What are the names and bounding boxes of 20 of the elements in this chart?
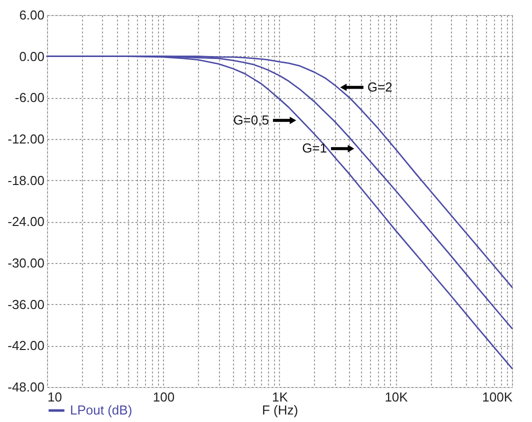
y-tick-label: -30.00 [8,256,44,270]
y-tick-label: -6.00 [14,90,44,106]
y-tick-label: 6.00 [19,8,44,22]
x-tick-label: 10 [48,390,62,404]
y-tick-label: -42.00 [8,338,44,354]
x-tick-label: 100K [482,390,513,404]
annotation: G=2 [367,79,392,94]
x-tick-label: 10K [384,390,408,404]
y-tick-label: -36.00 [8,296,44,312]
y-tick-label: -24.00 [8,214,44,230]
x-tick-label: 1K [272,390,288,404]
x-tick-label: 100 [152,390,175,404]
y-tick-label: -18.00 [8,172,44,188]
y-tick-label: 0.00 [19,48,44,64]
annotation: G=1 [302,140,328,156]
x-axis-title: F (Hz) [262,402,298,418]
legend-label: LPout (dB) [70,402,132,418]
y-tick-label: -12.00 [8,132,44,146]
y-tick-label: -48.00 [8,380,44,394]
annotation: G=0,5 [233,112,269,128]
